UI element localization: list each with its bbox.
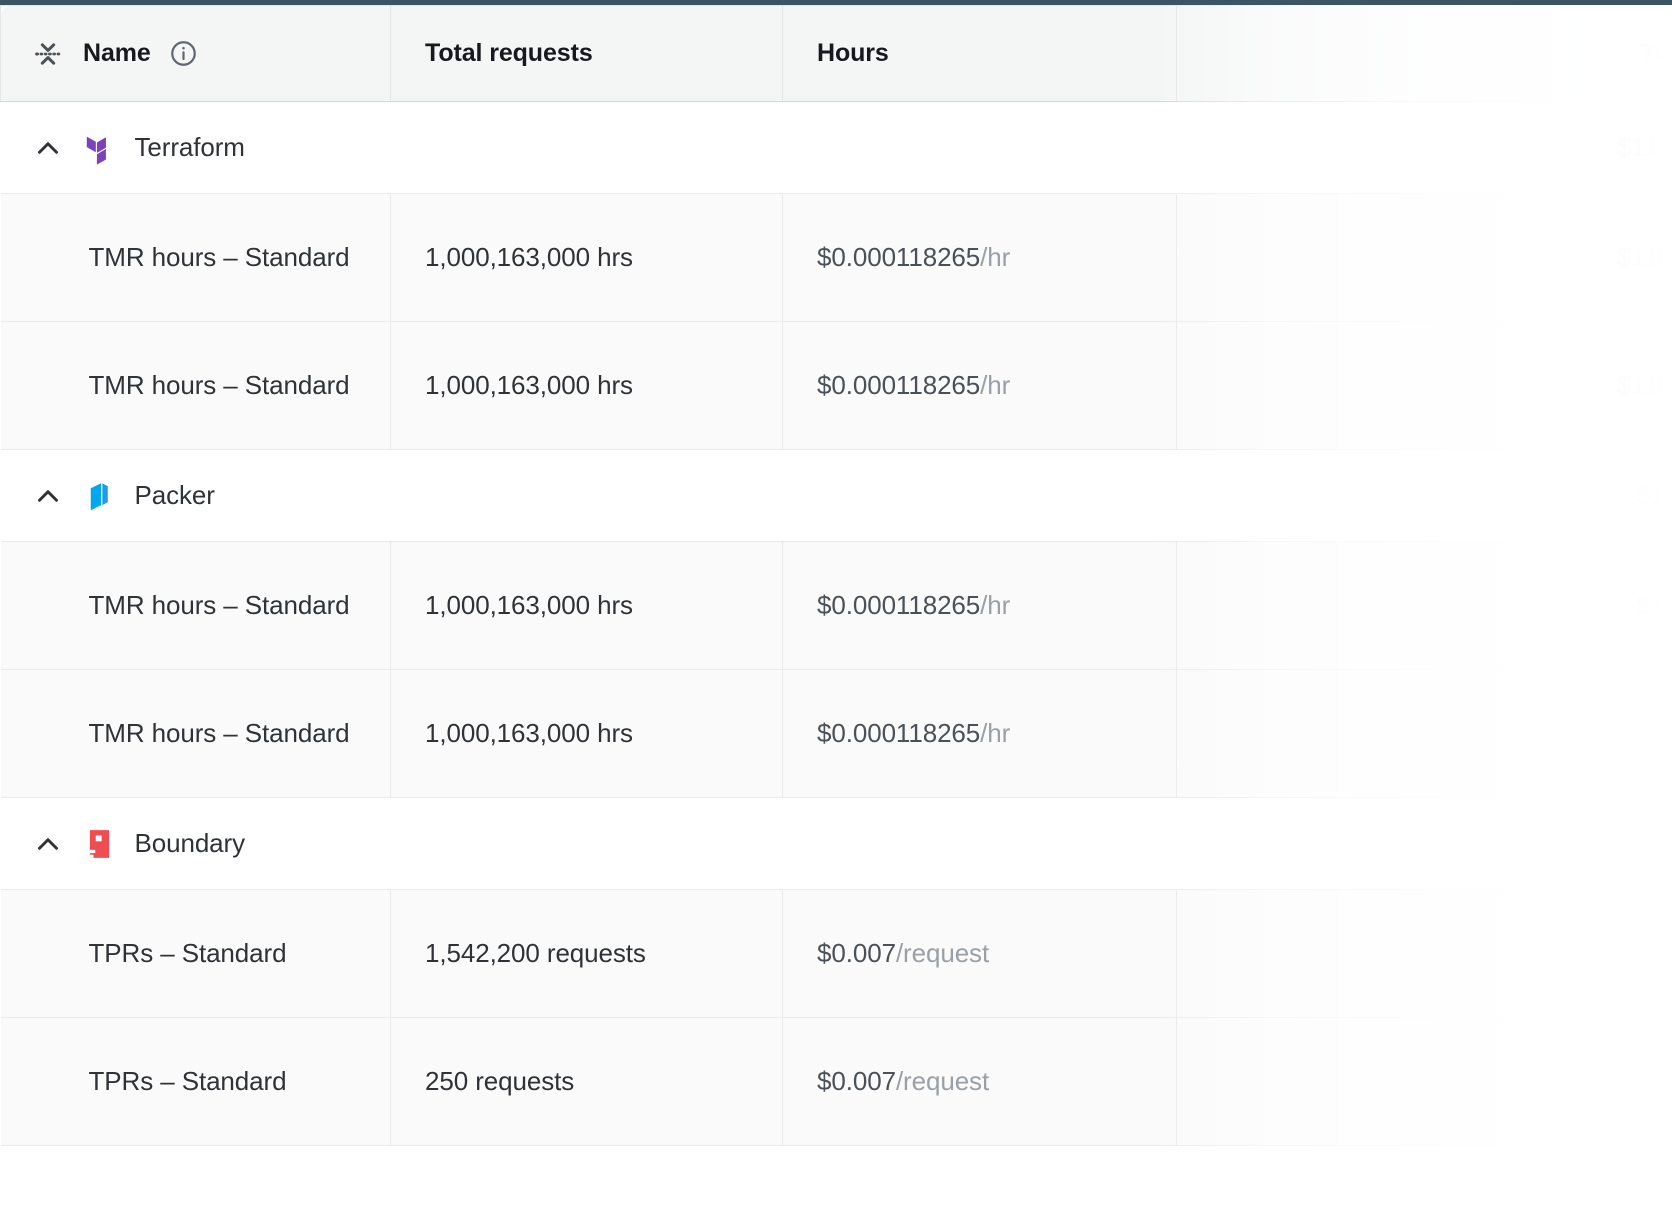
- table-row[interactable]: TPRs – Standard 250 requests $0.007/reques…: [0, 1017, 1672, 1146]
- product-group-name-cell[interactable]: Boundary: [0, 797, 391, 890]
- chevron-up-icon[interactable]: [31, 479, 65, 513]
- table-body: Terraform$118, 284.27TMR hours – Standar…: [0, 101, 1672, 1146]
- chevron-up-icon[interactable]: [31, 131, 65, 165]
- product-group-requests-cell: [390, 797, 783, 890]
- line-item-rate-unit: /hr: [980, 242, 1011, 272]
- product-group-requests-cell: [390, 101, 783, 194]
- terraform-logo: [85, 132, 115, 165]
- line-item-rate-unit: /request: [895, 1066, 990, 1096]
- line-item-total-requests: 250 requests: [390, 1017, 783, 1146]
- column-header-total-requests[interactable]: Total requests: [390, 5, 783, 102]
- line-item-rate-amount: $0.000118265: [817, 718, 981, 748]
- column-header-total-price[interactable]: Total price: [1176, 5, 1672, 102]
- line-item-name: TPRs – Standard: [0, 1017, 391, 1146]
- line-item-rate-amount: $0.000118265: [817, 590, 981, 620]
- line-item-rate-unit: /hr: [980, 590, 1011, 620]
- product-group-total-price: $717.00: [1176, 797, 1672, 890]
- line-item-name: TMR hours – Standard: [0, 193, 391, 322]
- line-item-rate-amount: $0.007: [817, 1066, 896, 1096]
- line-item-total-requests: 1,000,163,000 hrs: [390, 669, 783, 798]
- table-row[interactable]: TMR hours – Standard 1,000,163,000 hrs $0.…: [0, 669, 1672, 798]
- line-item-total-price: $0.00: [1176, 1017, 1672, 1146]
- line-item-rate-unit: /hr: [980, 370, 1011, 400]
- line-item-total-price: $717.00: [1176, 889, 1672, 1018]
- product-group-row[interactable]: Boundary $717.00: [0, 797, 1672, 890]
- line-item-total-requests: 1,542,200 requests: [390, 889, 783, 1018]
- product-group-hours-cell: [782, 449, 1177, 542]
- line-item-total-price: $118, 284.27: [1176, 321, 1672, 450]
- product-group-name-cell[interactable]: Terraform: [0, 101, 391, 194]
- line-item-total-requests: 1,000,163,000 hrs: [390, 193, 783, 322]
- line-item-name: TPRs – Standard: [0, 889, 391, 1018]
- table-row[interactable]: TMR hours – Standard 1,000,163,000 hrs $0.…: [0, 541, 1672, 670]
- product-group-hours-cell: [782, 101, 1177, 194]
- line-item-rate-amount: $0.007: [817, 938, 896, 968]
- chevron-up-icon[interactable]: [31, 827, 65, 861]
- top-accent-bar: [0, 0, 1672, 5]
- table-row[interactable]: TMR hours – Standard 1,000,163,000 hrs $0.…: [0, 193, 1672, 322]
- billing-table-scroll-container[interactable]: Name Total requests Hours: [0, 5, 1672, 1219]
- column-header-total-requests-label: Total requests: [425, 39, 593, 67]
- product-group-row[interactable]: Packer $10,795.44: [0, 449, 1672, 542]
- line-item-rate-unit: /request: [895, 938, 990, 968]
- product-group-name-cell[interactable]: Packer: [0, 449, 391, 542]
- line-item-rate: $0.000118265/hr: [782, 669, 1177, 798]
- line-item-name: TMR hours – Standard: [0, 541, 391, 670]
- product-group-requests-cell: [390, 449, 783, 542]
- line-item-rate-unit: /hr: [980, 718, 1011, 748]
- line-item-rate: $0.000118265/hr: [782, 321, 1177, 450]
- line-item-rate: $0.007/request: [782, 889, 1177, 1018]
- product-group-label: Packer: [134, 480, 215, 510]
- line-item-rate: $0.000118265/hr: [782, 193, 1177, 322]
- line-item-total-requests: 1,000,163,000 hrs: [390, 541, 783, 670]
- boundary-logo: [85, 828, 115, 860]
- line-item-rate-amount: $0.000118265: [817, 242, 981, 272]
- billing-breakdown-table: Name Total requests Hours: [0, 5, 1672, 1146]
- line-item-name: TMR hours – Standard: [0, 669, 391, 798]
- product-group-hours-cell: [782, 797, 1177, 890]
- line-item-total-requests: 1,000,163,000 hrs: [390, 321, 783, 450]
- column-header-hours[interactable]: Hours: [782, 5, 1177, 102]
- product-group-total-price: $118, 284.27: [1176, 101, 1672, 194]
- column-header-name-label: Name: [83, 39, 151, 67]
- line-item-rate-amount: $0.000118265: [817, 370, 981, 400]
- line-item-rate: $0.007/request: [782, 1017, 1177, 1146]
- product-group-label: Terraform: [134, 132, 245, 162]
- line-item-total-price: $0: [1176, 669, 1672, 798]
- table-header-row: Name Total requests Hours: [0, 5, 1672, 102]
- packer-logo: [85, 480, 115, 512]
- table-row[interactable]: TMR hours – Standard 1,000,163,000 hrs $0.…: [0, 321, 1672, 450]
- line-item-total-price: $10,795.44: [1176, 541, 1672, 670]
- table-row[interactable]: TPRs – Standard 1,542,200 requests $0.007/…: [0, 889, 1672, 1018]
- table-header: Name Total requests Hours: [0, 5, 1672, 102]
- line-item-rate: $0.000118265/hr: [782, 541, 1177, 670]
- column-header-name[interactable]: Name: [0, 5, 391, 102]
- column-header-hours-label: Hours: [817, 39, 889, 67]
- collapse-all-icon[interactable]: [31, 37, 65, 71]
- line-item-name: TMR hours – Standard: [0, 321, 391, 450]
- product-group-label: Boundary: [134, 828, 246, 858]
- product-group-row[interactable]: Terraform $118, 284.27: [0, 101, 1672, 194]
- product-group-total-price: $10,795.44: [1176, 449, 1672, 542]
- line-item-total-price: $118, 284.27: [1176, 193, 1672, 322]
- info-circle-icon[interactable]: [169, 39, 198, 68]
- column-header-total-price-label: Total price: [1641, 39, 1672, 67]
